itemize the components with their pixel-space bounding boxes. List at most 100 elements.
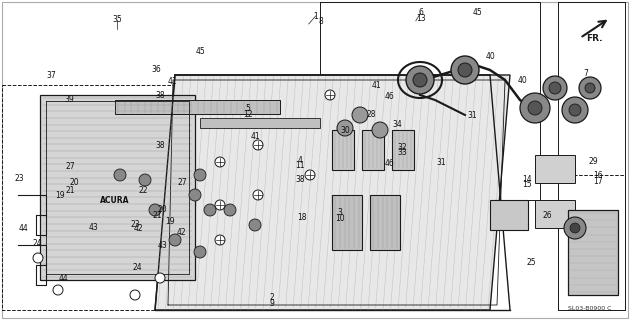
Text: 43: 43 — [158, 241, 168, 250]
Text: 38: 38 — [295, 175, 305, 184]
Text: 31: 31 — [436, 158, 446, 167]
Bar — [200, 118, 320, 128]
Text: 25: 25 — [526, 258, 536, 267]
Text: 12: 12 — [243, 110, 253, 119]
Text: 20: 20 — [158, 205, 168, 214]
Text: 24: 24 — [33, 239, 43, 248]
Text: 11: 11 — [295, 161, 305, 170]
Bar — [40, 95, 195, 280]
Circle shape — [406, 66, 434, 94]
Circle shape — [53, 285, 63, 295]
Text: 38: 38 — [156, 91, 166, 100]
Circle shape — [451, 56, 479, 84]
Text: 28: 28 — [367, 110, 377, 119]
Text: 32: 32 — [397, 143, 407, 152]
Circle shape — [194, 246, 206, 258]
Text: 19: 19 — [55, 191, 65, 200]
Bar — [332, 130, 354, 170]
Text: 4: 4 — [297, 156, 302, 164]
Text: 8: 8 — [319, 17, 324, 26]
Text: 39: 39 — [64, 95, 74, 104]
Circle shape — [579, 77, 601, 99]
Text: 6: 6 — [418, 8, 423, 17]
Circle shape — [253, 140, 263, 150]
Circle shape — [372, 122, 388, 138]
Circle shape — [305, 170, 315, 180]
Circle shape — [249, 219, 261, 231]
Circle shape — [325, 90, 335, 100]
Text: 46: 46 — [384, 92, 394, 100]
Text: 1: 1 — [313, 12, 318, 20]
Bar — [392, 130, 414, 170]
Text: 9: 9 — [270, 299, 275, 308]
Circle shape — [215, 235, 225, 245]
Text: 3: 3 — [338, 208, 343, 217]
Text: 31: 31 — [467, 111, 478, 120]
Text: 22: 22 — [139, 186, 149, 195]
Text: 5: 5 — [245, 104, 250, 113]
Text: 19: 19 — [165, 217, 175, 226]
Circle shape — [224, 204, 236, 216]
Bar — [332, 195, 362, 250]
Text: 40: 40 — [485, 52, 495, 61]
Circle shape — [253, 190, 263, 200]
Bar — [535, 155, 575, 183]
Text: 14: 14 — [522, 175, 532, 184]
Text: 33: 33 — [397, 148, 407, 157]
Text: 37: 37 — [47, 71, 57, 80]
Text: 41: 41 — [168, 77, 178, 86]
Text: 7: 7 — [583, 69, 588, 78]
Text: 23: 23 — [130, 220, 140, 229]
Circle shape — [564, 217, 586, 239]
Circle shape — [520, 93, 550, 123]
Text: 21: 21 — [152, 211, 163, 220]
Text: FR.: FR. — [586, 34, 602, 43]
Circle shape — [189, 189, 201, 201]
Text: 10: 10 — [335, 214, 345, 223]
Circle shape — [528, 101, 542, 115]
Text: 46: 46 — [384, 159, 394, 168]
Text: 29: 29 — [588, 157, 598, 166]
Circle shape — [352, 107, 368, 123]
Circle shape — [139, 174, 151, 186]
Circle shape — [215, 157, 225, 167]
Circle shape — [194, 169, 206, 181]
Text: 15: 15 — [522, 180, 532, 189]
Bar — [370, 195, 400, 250]
Circle shape — [570, 223, 580, 233]
Polygon shape — [155, 75, 510, 310]
Bar — [568, 210, 618, 295]
Text: 2: 2 — [270, 293, 275, 302]
Text: 34: 34 — [392, 120, 402, 129]
Circle shape — [458, 63, 472, 77]
Text: 36: 36 — [151, 65, 161, 74]
Circle shape — [155, 273, 165, 283]
Text: 45: 45 — [472, 8, 483, 17]
Circle shape — [33, 253, 43, 263]
Circle shape — [413, 73, 427, 87]
Text: 35: 35 — [112, 15, 122, 24]
Text: 38: 38 — [156, 141, 166, 150]
Text: 44: 44 — [19, 224, 29, 233]
Circle shape — [549, 82, 561, 94]
Circle shape — [569, 104, 581, 116]
Text: 41: 41 — [372, 81, 382, 90]
Text: 24: 24 — [132, 263, 142, 272]
Text: 27: 27 — [66, 162, 76, 171]
Circle shape — [337, 120, 353, 136]
Text: 26: 26 — [542, 211, 552, 220]
Text: 18: 18 — [297, 213, 307, 222]
Circle shape — [169, 234, 181, 246]
Bar — [535, 200, 575, 228]
Circle shape — [215, 200, 225, 210]
Text: 43: 43 — [88, 223, 98, 232]
Text: SL03-B0900 C: SL03-B0900 C — [568, 306, 612, 310]
Text: 41: 41 — [250, 132, 260, 141]
Bar — [362, 130, 384, 170]
Text: 17: 17 — [593, 177, 604, 186]
Circle shape — [585, 83, 595, 93]
Text: 23: 23 — [14, 174, 24, 183]
Text: ACURA: ACURA — [100, 196, 130, 204]
Text: 30: 30 — [340, 126, 350, 135]
Circle shape — [562, 97, 588, 123]
